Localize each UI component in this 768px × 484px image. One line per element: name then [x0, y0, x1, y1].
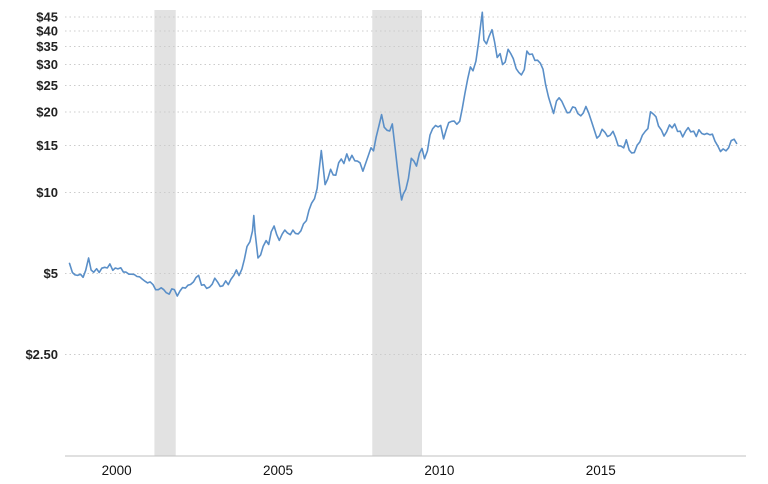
x-axis-tick-label: 2000 [102, 463, 132, 478]
y-axis-tick-label: $20 [36, 104, 58, 119]
y-axis-tick-label: $25 [36, 78, 58, 93]
plot-area[interactable] [65, 10, 746, 456]
y-axis-tick-label: $45 [36, 10, 58, 25]
x-axis-tick-label: 2010 [424, 463, 454, 478]
price-line-series [68, 11, 738, 297]
recession-band [372, 10, 422, 456]
y-axis-tick-label: $5 [44, 266, 58, 281]
y-axis-tick-label: $40 [36, 23, 58, 38]
x-axis-tick-label: 2005 [263, 463, 293, 478]
y-axis-tick-label: $30 [36, 57, 58, 72]
recession-band [154, 10, 176, 456]
y-axis-tick-label: $10 [36, 185, 58, 200]
y-axis-tick-label: $2.50 [25, 347, 58, 362]
y-axis-tick-label: $35 [36, 39, 58, 54]
y-axis-tick-label: $15 [36, 138, 58, 153]
x-axis-tick-label: 2015 [586, 463, 616, 478]
